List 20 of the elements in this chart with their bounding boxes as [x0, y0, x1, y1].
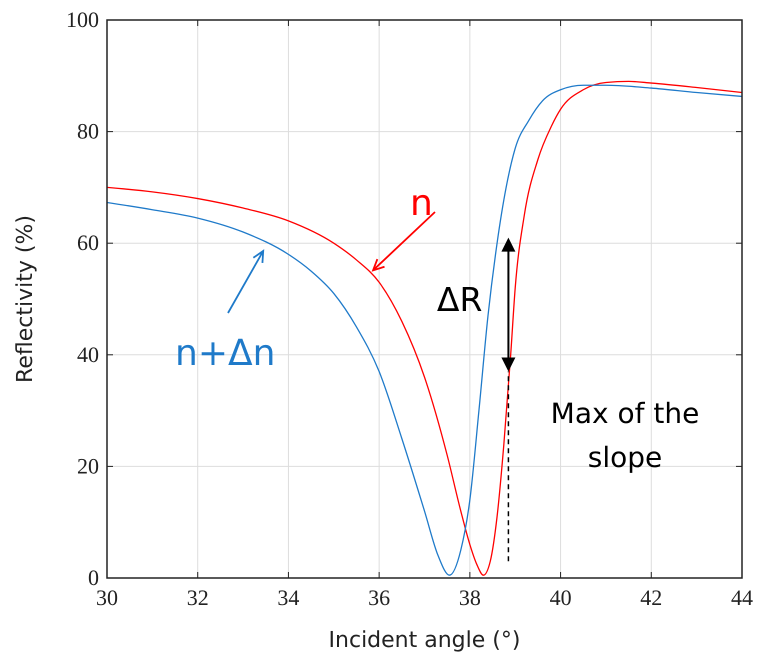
annotation: Max of the slope: [550, 397, 700, 474]
x-tick-label: 30: [96, 585, 118, 610]
x-tick-label: 32: [186, 585, 209, 610]
y-tick-label: 60: [77, 230, 99, 256]
y-tick-label: 20: [77, 453, 99, 478]
x-tick-label: 40: [550, 585, 572, 610]
x-tick-label: 44: [731, 585, 753, 610]
y-tick-label: 0: [88, 565, 99, 590]
y-tick-label: 40: [77, 342, 99, 367]
y-tick-label: 100: [66, 7, 99, 32]
x-tick-label: 38: [458, 585, 481, 610]
y-axis-title: Reflectivity (%): [13, 215, 38, 383]
annotation: ΔR: [436, 280, 482, 319]
x-axis-title: Incident angle (°): [328, 628, 520, 653]
y-tick-label: 80: [77, 118, 99, 144]
x-tick-label: 42: [640, 585, 662, 610]
x-tick-label: 34: [277, 585, 300, 610]
series-label: n: [410, 183, 433, 224]
x-tick-label: 36: [368, 585, 390, 610]
legend-label: n+Δn: [175, 333, 276, 374]
